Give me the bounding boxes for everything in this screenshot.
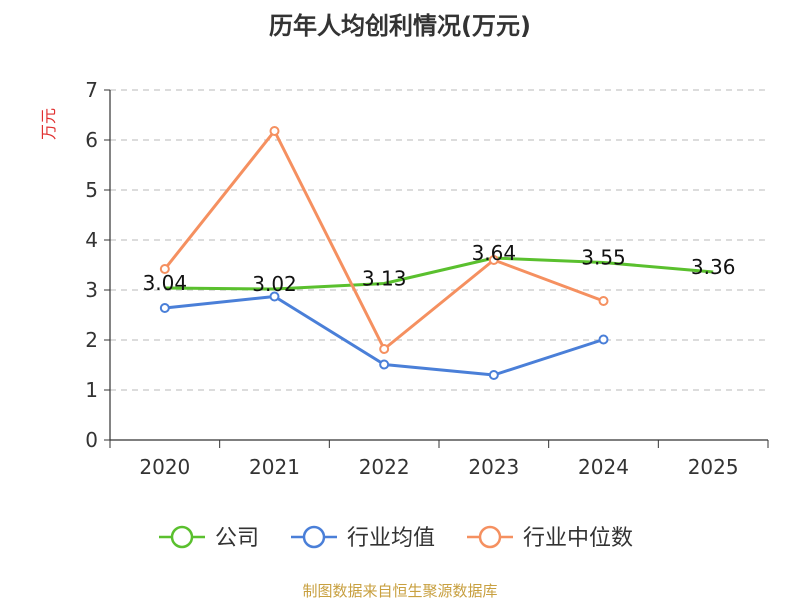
series-point-2 <box>269 126 280 136</box>
legend: 公司 行业均值 行业中位数 <box>159 525 633 551</box>
legend-label: 行业中位数 <box>523 526 633 551</box>
data-label: 3.02 <box>252 272 297 296</box>
series-line-0 <box>164 256 714 291</box>
legend-item-0[interactable]: 公司 <box>159 525 259 551</box>
x-tick-label: 2022 <box>359 455 410 479</box>
legend-label: 行业均值 <box>347 526 435 551</box>
data-label: 3.55 <box>581 246 626 270</box>
series-point-1 <box>598 334 609 345</box>
y-tick-label: 5 <box>85 178 98 202</box>
data-label: 3.64 <box>472 241 517 265</box>
source-note: 制图数据来自恒生聚源数据库 <box>302 582 497 600</box>
x-tick-label: 2020 <box>139 455 190 479</box>
y-tick-label: 4 <box>85 228 98 252</box>
legend-swatch-marker <box>302 525 326 549</box>
series-point-2 <box>488 255 499 265</box>
series-point-1 <box>488 370 499 380</box>
data-label: 3.04 <box>143 271 188 295</box>
series-line-2 <box>163 129 605 351</box>
x-tick-label: 2025 <box>688 455 739 479</box>
series-point-2 <box>598 296 609 306</box>
chart-title: 历年人均创利情况(万元) <box>269 12 531 40</box>
legend-item-2[interactable]: 行业中位数 <box>467 525 633 551</box>
series-point-2 <box>379 344 390 354</box>
y-tick-label: 3 <box>85 278 98 302</box>
legend-swatch-marker <box>170 525 194 549</box>
series-point-1 <box>269 291 280 302</box>
x-tick-label: 2021 <box>249 455 300 479</box>
y-tick-label: 2 <box>85 328 98 352</box>
series-group <box>159 126 714 380</box>
legend-item-1[interactable]: 行业均值 <box>291 525 435 551</box>
y-tick-label: 7 <box>85 78 98 102</box>
x-tick-label: 2024 <box>578 455 629 479</box>
data-label: 3.13 <box>362 267 407 291</box>
legend-label: 公司 <box>215 526 259 551</box>
x-tick-label: 2023 <box>468 455 519 479</box>
data-labels: 3.04 3.02 3.13 3.64 3.55 3.36 <box>143 241 736 296</box>
series-point-1 <box>159 303 170 313</box>
y-axis-label: 万元 <box>39 108 58 140</box>
series-point-2 <box>159 264 170 274</box>
series-point-1 <box>379 359 390 370</box>
legend-swatch-marker <box>478 525 502 549</box>
axes: 0 1 2 3 4 5 6 7 2020 2021 2022 2023 2024 2025 <box>85 78 769 479</box>
y-tick-label: 0 <box>85 428 98 452</box>
y-tick-label: 6 <box>85 128 98 152</box>
data-label: 3.36 <box>691 255 736 279</box>
grid-lines <box>110 89 768 391</box>
y-tick-label: 1 <box>85 378 98 402</box>
